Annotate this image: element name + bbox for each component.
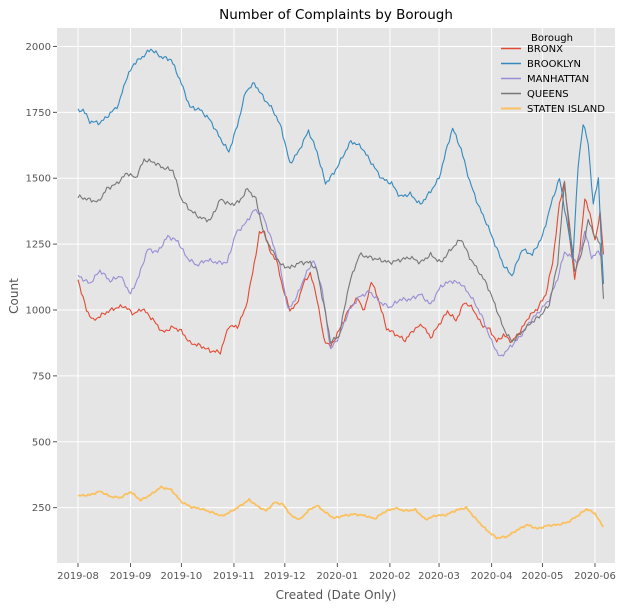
y-tick-label: 1500	[26, 174, 51, 185]
x-tick-label: 2019-12	[264, 571, 306, 582]
series-line-queens	[77, 158, 605, 344]
y-tick-label: 1750	[26, 108, 51, 119]
y-tick-label: 1250	[26, 240, 51, 251]
x-axis: 2019-08 2019-09 2019-10 2019-11 2019-12 2020-…	[57, 563, 616, 582]
y-tick-label: 750	[32, 371, 51, 382]
x-tick-label: 2020-03	[418, 571, 460, 582]
plot-background	[57, 28, 615, 563]
x-tick-label: 2019-10	[161, 571, 203, 582]
x-tick-label: 2019-11	[213, 571, 255, 582]
x-tick-label: 2020-05	[522, 571, 564, 582]
x-axis-label: Created (Date Only)	[276, 588, 397, 602]
series-layer	[77, 48, 605, 540]
y-tick-label: 250	[32, 503, 51, 514]
series-line-staten-island	[77, 485, 605, 540]
chart-title: Number of Complaints by Borough	[219, 7, 453, 23]
x-tick-label: 2019-09	[110, 571, 152, 582]
legend-label: BRONX	[527, 44, 563, 55]
legend-label: STATEN ISLAND	[527, 104, 605, 115]
x-tick-label: 2020-01	[316, 571, 358, 582]
series-line-brooklyn	[77, 48, 605, 284]
legend-title: Borough	[531, 33, 573, 44]
y-axis-label: Count	[7, 278, 21, 314]
legend-label: QUEENS	[527, 89, 569, 100]
y-tick-label: 1000	[26, 305, 51, 316]
legend-label: BROOKLYN	[527, 59, 581, 70]
y-tick-label: 2000	[26, 42, 51, 53]
x-tick-label: 2020-04	[471, 571, 513, 582]
x-tick-label: 2019-08	[57, 571, 99, 582]
y-tick-label: 500	[32, 437, 51, 448]
legend: Borough BRONX BROOKLYN MANHATTAN QUEENS STAT…	[501, 33, 605, 115]
y-axis: 250 500 750 1000 1250 1500 1750 2000	[26, 42, 57, 514]
grid	[57, 28, 615, 563]
legend-label: MANHATTAN	[527, 74, 589, 85]
x-tick-label: 2020-02	[369, 571, 411, 582]
x-tick-label: 2020-06	[574, 571, 616, 582]
